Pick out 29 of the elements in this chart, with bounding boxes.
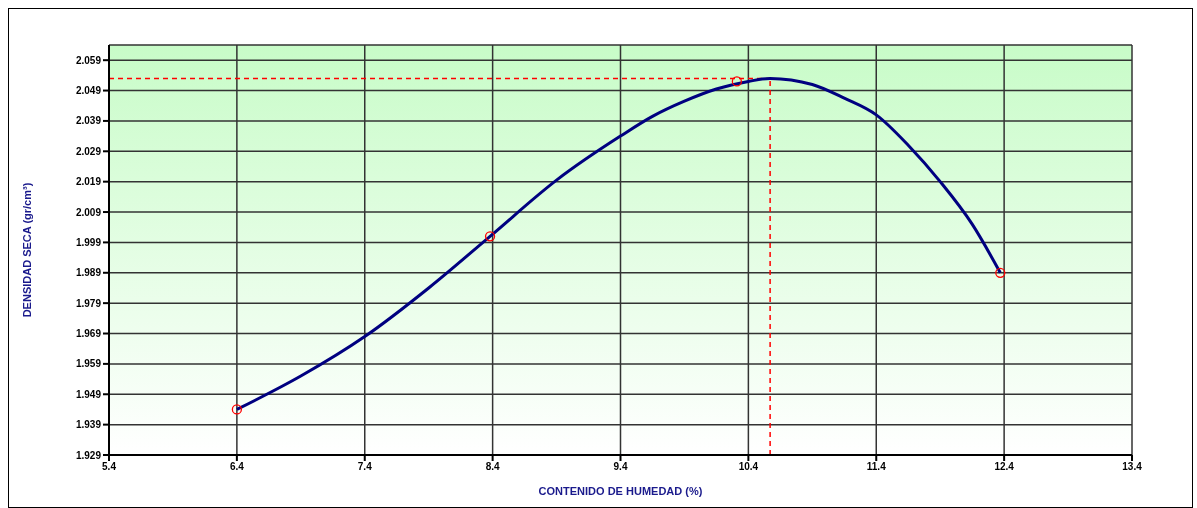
y-tick-label: 1.929	[75, 449, 102, 461]
x-tick-label: 5.4	[102, 461, 117, 473]
x-tick-label: 7.4	[357, 461, 373, 473]
x-tick-label: 6.4	[229, 461, 245, 473]
y-tick-label: 1.999	[75, 236, 102, 248]
y-tick-label: 2.029	[75, 145, 102, 157]
y-tick-label: 2.019	[75, 176, 102, 188]
y-tick-label: 2.059	[75, 54, 102, 66]
x-tick-label: 9.4	[613, 461, 628, 473]
y-tick-label: 1.979	[75, 297, 102, 309]
point	[484, 231, 496, 242]
y-tick-label: 1.939	[75, 419, 102, 431]
point	[731, 76, 743, 87]
x-tick-label: 10.4	[738, 461, 759, 473]
x-tick-label: 11.4	[866, 461, 887, 473]
x-tick-label: 12.4	[994, 461, 1015, 473]
x-tick-label: 8.4	[485, 461, 501, 473]
y-tick-label: 1.959	[75, 358, 102, 370]
y-tick-label: 1.989	[75, 267, 102, 279]
y-tick-label: 1.949	[75, 388, 102, 400]
point	[231, 404, 243, 415]
y-tick-label: 2.049	[75, 85, 102, 97]
y-tick-label: 2.039	[75, 115, 102, 127]
point	[995, 267, 1006, 278]
y-tick-label: 2.009	[75, 206, 102, 218]
y-tick-label: 1.969	[75, 328, 102, 340]
x-axis-title: CONTENIDO DE HUMEDAD (%)	[538, 485, 703, 497]
y-axis-title: DENSIDAD SECA (gr/cm³)	[21, 182, 33, 318]
x-tick-label: 13.4	[1122, 461, 1143, 473]
